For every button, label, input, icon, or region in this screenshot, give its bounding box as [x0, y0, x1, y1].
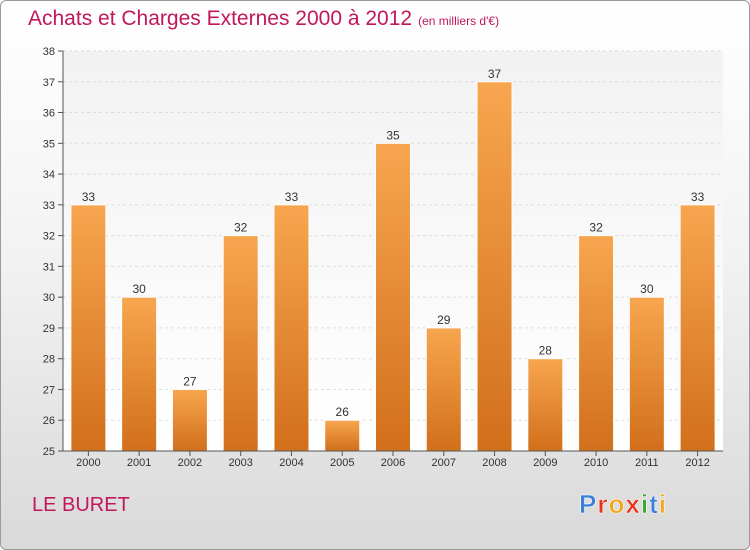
brand-logo-letter: i — [658, 489, 667, 520]
bar — [628, 296, 665, 452]
brand-logo-letter: i — [640, 489, 650, 520]
data-label: 33 — [691, 190, 705, 204]
x-tick-label: 2010 — [584, 457, 608, 469]
y-tick-label: 36 — [43, 108, 55, 120]
bar — [425, 327, 462, 452]
y-tick-label: 27 — [43, 384, 55, 396]
x-tick-label: 2001 — [127, 457, 151, 469]
bar — [375, 142, 411, 452]
chart-title-text: Achats et Charges Externes 2000 à 2012 — [28, 7, 413, 30]
data-label: 30 — [640, 282, 654, 296]
x-tick-label: 2000 — [76, 457, 100, 469]
x-tick-label: 2004 — [279, 457, 303, 469]
y-tick-label: 32 — [43, 231, 55, 243]
bar — [476, 81, 513, 452]
x-tick-label: 2008 — [482, 457, 506, 469]
brand-logo-letter: o — [608, 489, 626, 520]
bar — [578, 235, 615, 452]
chart-title: Achats et Charges Externes 2000 à 2012 (e… — [28, 7, 499, 31]
data-label: 33 — [285, 190, 299, 204]
data-label: 37 — [488, 67, 502, 81]
y-tick-label: 34 — [43, 169, 55, 181]
bars: 33 30 27 32 33 26 35 29 37 28 32 30 33 — [70, 67, 716, 452]
y-tick-label: 38 — [43, 46, 55, 58]
x-tick-label: 2006 — [381, 457, 405, 469]
data-label: 33 — [82, 190, 96, 204]
x-tick-label: 2009 — [533, 457, 557, 469]
y-tick-label: 37 — [43, 77, 55, 89]
data-label: 30 — [132, 282, 146, 296]
y-tick-label: 26 — [43, 415, 55, 427]
brand-logo-letter: t — [649, 489, 659, 520]
data-label: 26 — [336, 405, 350, 419]
y-tick-label: 30 — [43, 292, 55, 304]
y-tick-label: 28 — [43, 354, 55, 366]
chart-unit: (en milliers d'€) — [418, 14, 500, 28]
bar — [324, 419, 361, 452]
x-tick-label: 2003 — [228, 457, 252, 469]
data-label: 35 — [386, 128, 400, 142]
axes: 25 26 27 28 29 30 31 32 33 34 35 36 37 38 2000 2001 2002… — [43, 46, 723, 469]
data-label: 27 — [183, 374, 197, 388]
y-tick-label: 31 — [43, 261, 55, 273]
x-tick-label: 2012 — [685, 457, 709, 469]
data-label: 32 — [589, 221, 603, 235]
y-tick-label: 35 — [43, 138, 55, 150]
bar — [121, 296, 158, 452]
bar — [527, 358, 564, 452]
place-label: LE BURET — [32, 494, 130, 516]
x-tick-label: 2011 — [635, 457, 659, 469]
y-tick-label: 33 — [43, 200, 55, 212]
brand-logo-letter: x — [625, 489, 641, 520]
bar — [171, 388, 208, 452]
brand-logo-letter: P — [579, 489, 598, 520]
data-label: 29 — [437, 313, 451, 327]
y-tick-label: 25 — [43, 446, 55, 458]
data-label: 32 — [234, 221, 248, 235]
brand-logo: Proxiti — [579, 489, 667, 520]
x-tick-label: 2007 — [432, 457, 456, 469]
bar — [222, 235, 259, 452]
bar — [70, 204, 107, 452]
y-tick-label: 29 — [43, 323, 55, 335]
bar — [679, 204, 716, 452]
x-tick-label: 2002 — [178, 457, 202, 469]
x-tick-label: 2005 — [330, 457, 354, 469]
bar — [273, 204, 310, 452]
data-label: 28 — [539, 344, 553, 358]
brand-logo-letter: r — [597, 489, 609, 520]
